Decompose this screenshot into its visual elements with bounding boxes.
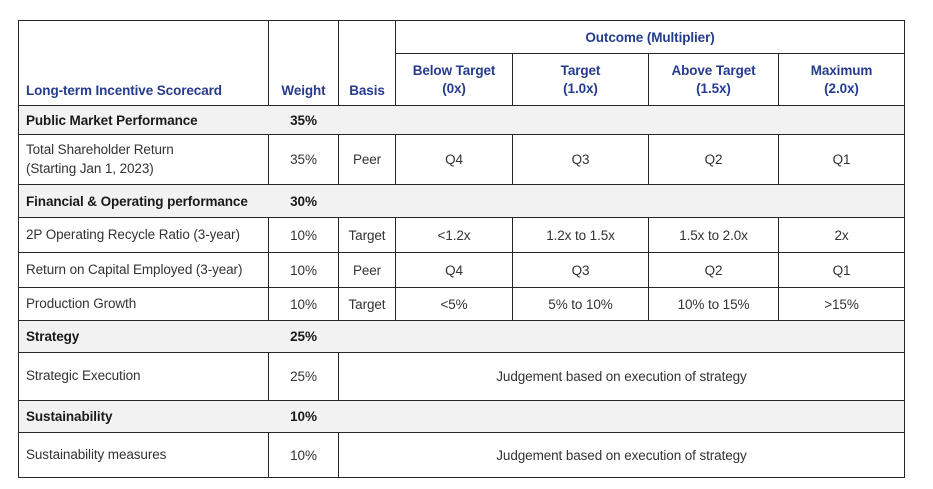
outcome-target: Q3 [512,134,649,185]
metric-label: Total Shareholder Return (Starting Jan 1… [18,134,269,185]
header-maximum-line2: (2.0x) [824,80,859,96]
outcome-maximum: 2x [778,217,905,253]
outcome-maximum: Q1 [778,252,905,288]
header-above-target: Above Target (1.5x) [648,53,779,106]
section-row-strategy: Strategy 25% [18,320,905,353]
metric-basis: Target [338,287,396,321]
metric-label: Return on Capital Employed (3-year) [18,252,269,288]
outcome-below-target: <5% [395,287,513,321]
metric-weight: 10% [268,252,339,288]
row-production-growth: Production Growth 10% Target <5% 5% to 1… [18,287,905,321]
header-scorecard-title: Long-term Incentive Scorecard [18,20,269,106]
outcome-target: 1.2x to 1.5x [512,217,649,253]
metric-label: Sustainability measures [18,432,269,478]
merged-judgement-note: Judgement based on execution of strategy [338,432,905,478]
header-outcome-multiplier: Outcome (Multiplier) [395,20,905,54]
header-row-outcome-group: Long-term Incentive Scorecard Weight Bas… [18,20,905,106]
outcome-target: Q3 [512,252,649,288]
section-weight: 10% [268,400,339,433]
header-maximum-line1: Maximum [810,62,873,78]
metric-basis: Target [338,217,396,253]
section-row-sustainability: Sustainability 10% [18,400,905,433]
header-below-target: Below Target (0x) [395,53,513,106]
header-above-target-line2: (1.5x) [696,80,731,96]
metric-weight: 25% [268,352,339,401]
metric-weight: 10% [268,217,339,253]
header-row-outcome-columns: Below Target (0x) Target (1.0x) Above Ta… [19,53,905,106]
section-row-public-market-performance: Public Market Performance 35% [18,105,905,135]
section-filler [338,105,905,135]
section-weight: 35% [268,105,339,135]
header-basis: Basis [338,20,396,106]
metric-basis: Peer [338,134,396,185]
section-filler [338,400,905,433]
outcome-maximum: >15% [778,287,905,321]
outcome-above-target: Q2 [648,252,779,288]
row-strategic-execution: Strategic Execution 25% Judgement based … [18,352,905,401]
outcome-above-target: Q2 [648,134,779,185]
metric-weight: 10% [268,432,339,478]
outcome-target: 5% to 10% [512,287,649,321]
section-filler [338,320,905,353]
lti-scorecard-table: Long-term Incentive Scorecard Weight Bas… [18,20,905,478]
metric-label-line2: (Starting Jan 1, 2023) [26,160,154,176]
header-below-target-line1: Below Target [412,62,496,78]
header-below-target-line2: (0x) [442,80,466,96]
header-maximum: Maximum (2.0x) [778,53,905,106]
header-target-line2: (1.0x) [563,80,598,96]
section-label: Public Market Performance [18,105,269,135]
metric-label: Strategic Execution [18,352,269,401]
metric-label: Production Growth [18,287,269,321]
header-target: Target (1.0x) [512,53,649,106]
outcome-maximum: Q1 [778,134,905,185]
row-sustainability-measures: Sustainability measures 10% Judgement ba… [18,432,905,478]
header-target-line1: Target [560,62,601,78]
header-weight: Weight [268,20,339,106]
row-return-on-capital-employed: Return on Capital Employed (3-year) 10% … [18,252,905,288]
section-weight: 25% [268,320,339,353]
metric-label-line1: Total Shareholder Return [26,142,174,158]
metric-weight: 35% [268,134,339,185]
metric-label: 2P Operating Recycle Ratio (3-year) [18,217,269,253]
section-filler [338,184,905,218]
header-above-target-line1: Above Target [671,62,756,78]
section-label: Financial & Operating performance [18,184,269,218]
outcome-below-target: <1.2x [395,217,513,253]
row-total-shareholder-return: Total Shareholder Return (Starting Jan 1… [18,134,905,185]
outcome-below-target: Q4 [395,134,513,185]
outcome-above-target: 10% to 15% [648,287,779,321]
section-label: Sustainability [18,400,269,433]
outcome-below-target: Q4 [395,252,513,288]
outcome-above-target: 1.5x to 2.0x [648,217,779,253]
section-weight: 30% [268,184,339,218]
section-label: Strategy [18,320,269,353]
section-row-financial-operating: Financial & Operating performance 30% [18,184,905,218]
merged-judgement-note: Judgement based on execution of strategy [338,352,905,401]
row-2p-operating-recycle-ratio: 2P Operating Recycle Ratio (3-year) 10% … [18,217,905,253]
metric-basis: Peer [338,252,396,288]
metric-weight: 10% [268,287,339,321]
